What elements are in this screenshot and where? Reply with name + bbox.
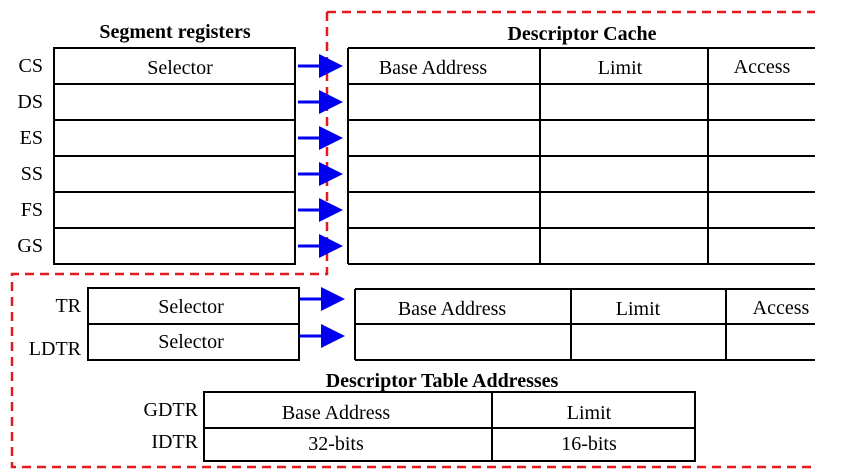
table-value-base-width: 32-bits	[308, 433, 364, 455]
descriptor-table-labels: GDTR IDTR	[144, 399, 199, 453]
ldtr-selector-cell	[87, 323, 300, 361]
tr-selector-label: Selector	[158, 296, 224, 318]
register-label-gdtr: GDTR	[144, 399, 199, 421]
descriptor-table-frame	[203, 391, 696, 462]
cache-col-base-address: Base Address	[379, 57, 488, 79]
hidden-part-border	[10, 10, 815, 469]
table-col-base-address: Base Address	[282, 402, 391, 424]
system-descriptor-table: Base Address Limit Access	[354, 288, 820, 361]
selector-cell	[53, 83, 296, 121]
register-label-ss: SS	[21, 163, 43, 185]
system-register-selectors: Selector Selector	[87, 287, 300, 361]
selector-cell	[53, 155, 296, 193]
register-label-idtr: IDTR	[151, 431, 198, 453]
table-value-limit-width: 16-bits	[561, 433, 617, 455]
register-label-fs: FS	[21, 199, 43, 221]
system-col-access: Access	[753, 297, 810, 319]
cache-col-limit: Limit	[598, 57, 643, 79]
register-label-tr: TR	[55, 295, 81, 317]
selector-label: Selector	[147, 57, 213, 79]
ldtr-selector-label: Selector	[158, 331, 224, 353]
descriptor-table-grid: Base Address Limit 32-bits 16-bits	[203, 391, 696, 462]
descriptor-cache-table: Base Address Limit Access	[347, 47, 823, 265]
register-label-ds: DS	[17, 91, 43, 113]
register-label-es: ES	[20, 127, 43, 149]
table-col-limit: Limit	[567, 402, 612, 424]
descriptor-table-title: Descriptor Table Addresses	[326, 370, 559, 392]
segment-arrows	[298, 54, 343, 258]
segment-register-labels: CS DS ES SS FS GS	[17, 55, 43, 257]
descriptor-cache-title: Descriptor Cache	[507, 23, 656, 45]
register-label-ldtr: LDTR	[29, 338, 82, 360]
system-col-limit: Limit	[616, 298, 661, 320]
register-label-cs: CS	[19, 55, 43, 77]
cache-col-access: Access	[734, 56, 791, 78]
system-arrows	[300, 287, 345, 348]
register-label-gs: GS	[17, 235, 43, 257]
selector-cell	[53, 227, 296, 265]
selector-cell	[53, 119, 296, 157]
system-register-labels: TR LDTR	[29, 295, 82, 360]
system-col-base-address: Base Address	[398, 298, 507, 320]
selector-cell	[53, 191, 296, 229]
tr-selector-cell	[87, 287, 300, 325]
selector-cell	[53, 47, 296, 85]
segment-registers-title: Segment registers	[99, 21, 250, 43]
segment-register-selectors: Selector	[53, 47, 296, 265]
